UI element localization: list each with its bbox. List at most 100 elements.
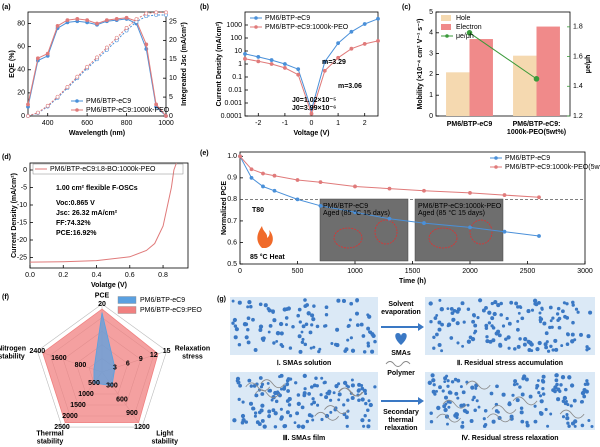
sma-molecule [548, 325, 552, 330]
sma-molecule [538, 394, 543, 398]
data-point [85, 64, 90, 69]
sma-molecule [516, 327, 520, 332]
y-tick-label: 0.001 [224, 100, 242, 107]
annotation: PM6/BTP-eC9:1000k-PEO [418, 203, 502, 210]
sma-molecule [283, 385, 287, 389]
sma-molecule [459, 385, 463, 389]
legend-label: PM6/BTP-eC9:L8-BO:1000k-PEO [50, 166, 156, 173]
annotation: Jsc: 26.32 mA/cm² [56, 210, 118, 217]
data-point [164, 114, 168, 118]
sma-molecule [509, 300, 514, 305]
sma-molecule [570, 421, 576, 426]
data-point [322, 59, 327, 64]
sma-molecule [257, 410, 262, 415]
sma-molecule [359, 322, 364, 327]
sma-molecule [571, 320, 575, 325]
sma-molecule [350, 378, 354, 382]
sma-molecule [538, 316, 542, 320]
sma-molecule [520, 392, 525, 397]
polymer-chain [314, 411, 340, 421]
x-tick-label: 0 [238, 268, 242, 275]
sma-molecule [460, 424, 465, 429]
y2-tick-label: 5 [169, 94, 173, 101]
radar-tick-label: 1200 [134, 424, 150, 431]
aggregate-outline [333, 227, 363, 249]
sma-molecule [585, 345, 589, 349]
data-point [362, 42, 367, 46]
sma-molecule [562, 395, 568, 401]
sma-molecule [271, 408, 276, 413]
sma-molecule [280, 344, 285, 349]
plot-frame [29, 162, 189, 269]
sma-molecule [456, 341, 460, 345]
sma-molecule [499, 301, 503, 306]
sma-molecule [342, 380, 348, 386]
sma-molecule [324, 395, 329, 400]
sma-molecule [306, 311, 311, 316]
y-tick-label: 3 [429, 50, 433, 57]
sma-molecule [311, 317, 316, 322]
sma-molecule [461, 344, 465, 348]
sma-molecule [554, 378, 559, 383]
sma-molecule [312, 383, 317, 388]
panel-label: (e) [200, 150, 209, 157]
series-line [239, 155, 540, 198]
data-point [95, 21, 99, 26]
sma-molecule [429, 411, 433, 415]
sma-molecule [518, 337, 522, 341]
sma-molecule [344, 415, 349, 420]
sma-molecule [470, 385, 475, 390]
y-axis-label: Current Density (mA/cm²) [216, 22, 223, 107]
data-point [243, 51, 247, 56]
sma-molecule [475, 399, 479, 403]
sma-molecule [444, 402, 448, 406]
y-tick-label: 0.6 [227, 239, 237, 246]
sma-molecule [300, 405, 305, 410]
sma-molecule [266, 381, 270, 385]
sma-molecule [361, 334, 366, 338]
sma-molecule [342, 403, 346, 407]
sma-molecule [522, 342, 527, 347]
sma-molecule [295, 411, 300, 416]
sma-molecule [253, 411, 258, 415]
y-tick-label: 60 [17, 44, 25, 51]
sma-molecule [491, 338, 496, 343]
sma-molecule [311, 418, 315, 422]
sma-molecule [557, 325, 562, 330]
sma-molecule [310, 402, 314, 406]
sma-molecule [373, 339, 377, 344]
sma-molecule [312, 304, 316, 308]
sma-molecule [231, 299, 235, 303]
stage-box [230, 372, 378, 430]
sma-molecule [275, 339, 279, 343]
sma-molecule [335, 327, 340, 332]
data-point [75, 74, 80, 79]
annotation: J0=3.99×10⁻⁶ [292, 105, 336, 112]
sma-molecule [428, 301, 433, 306]
sma-molecule [585, 348, 589, 352]
sma-molecule [485, 335, 489, 339]
sma-molecule [296, 424, 301, 429]
series-line [239, 156, 540, 237]
panel-label: (a) [2, 4, 11, 11]
x-tick-label: 1500 [405, 268, 421, 275]
x-tick-label: 400 [42, 120, 54, 127]
sma-molecule [337, 398, 341, 402]
sma-molecule [362, 424, 366, 428]
y-tick-label: 1000 [226, 22, 242, 29]
data-point [55, 94, 60, 99]
sma-molecule [540, 307, 544, 311]
sma-molecule [473, 408, 477, 413]
sma-molecule [564, 387, 568, 392]
sma-molecule [530, 308, 535, 312]
sma-molecule [310, 385, 314, 389]
sma-molecule [542, 392, 546, 396]
sma-molecule [573, 424, 577, 428]
sma-molecule [496, 303, 501, 308]
aggregate-outline [428, 227, 458, 249]
sma-molecule [301, 324, 306, 329]
sma-molecule [505, 316, 509, 321]
annotation: m=3.06 [338, 83, 362, 90]
sma-molecule [565, 416, 570, 421]
